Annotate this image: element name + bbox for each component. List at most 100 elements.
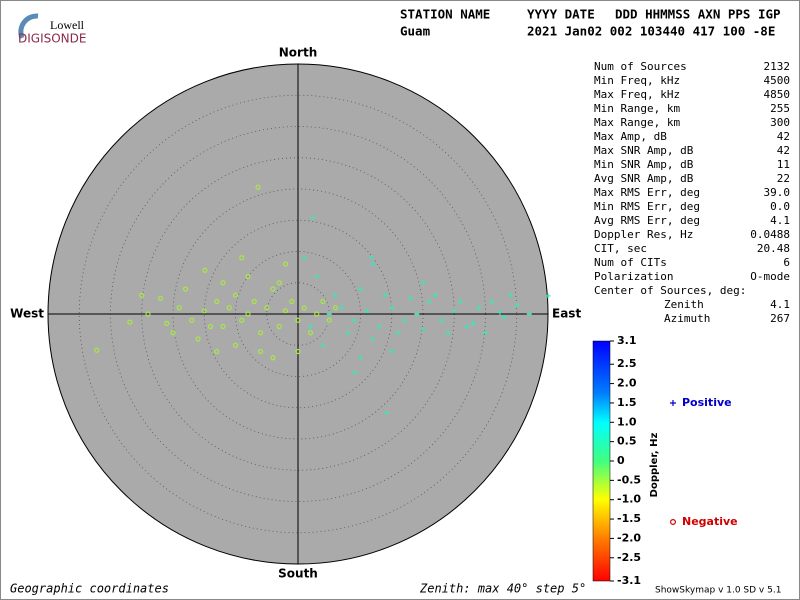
- header-value: 2021 Jan02 002 103440 417 100 -8E: [527, 24, 775, 39]
- source-point: [307, 330, 314, 336]
- stat-value: 42: [777, 130, 790, 143]
- source-point: [345, 330, 351, 336]
- stat-label: Doppler Res, Hz: [594, 228, 693, 241]
- source-point: [433, 292, 438, 298]
- source-point: [139, 292, 145, 298]
- source-point: [214, 348, 220, 355]
- source-point: [420, 327, 426, 333]
- source-point: [202, 267, 208, 273]
- stat-label: Min RMS Err, deg: [594, 200, 700, 213]
- stat-label: Avg SNR Amp, dB: [594, 172, 694, 185]
- stat-value: 6: [783, 256, 790, 269]
- logo-bottom: DIGISONDE: [18, 32, 86, 46]
- source-point: [401, 317, 407, 323]
- stat-value: 0.0488: [750, 228, 790, 241]
- source-point: [320, 342, 326, 348]
- colorbar-label: Doppler, Hz: [649, 433, 660, 498]
- source-point: [295, 317, 301, 323]
- source-point: [157, 295, 164, 301]
- source-point: [276, 280, 282, 286]
- source-point: [526, 311, 532, 317]
- stat-value: 22: [777, 172, 790, 185]
- source-point: [201, 308, 207, 314]
- source-point: [127, 319, 133, 325]
- stat-label: Azimuth: [664, 312, 710, 325]
- header-value: Guam: [400, 24, 431, 39]
- colorbar-tick-label: -1.0: [617, 493, 641, 506]
- header-label: DDD HHMMSS AXN PPS IGP: [615, 7, 781, 22]
- source-point: [445, 330, 451, 336]
- footer-middle: Zenith: max 40° step 5°: [419, 582, 586, 596]
- source-point: [458, 299, 463, 304]
- source-point: [364, 308, 370, 314]
- source-point: [389, 305, 395, 311]
- source-point: [370, 261, 376, 267]
- colorbar-tick-label: -3.1: [617, 574, 641, 587]
- source-point: [326, 311, 332, 317]
- direction-label: South: [278, 567, 318, 581]
- direction-label: West: [10, 307, 44, 321]
- stat-value: O-mode: [750, 270, 790, 283]
- stat-label: Min SNR Amp, dB: [594, 158, 694, 171]
- source-point: [232, 292, 239, 298]
- stat-value: 300: [770, 116, 790, 129]
- source-point: [214, 298, 220, 305]
- colorbar-tick-label: 1.5: [617, 396, 637, 409]
- stat-value: 42: [777, 144, 790, 157]
- source-point: [195, 336, 201, 342]
- source-point: [289, 298, 295, 305]
- stat-label: Max Freq, kHz: [594, 88, 680, 101]
- source-point: [164, 320, 170, 326]
- colorbar-tick-label: -2.5: [617, 551, 641, 564]
- stat-value: 11: [777, 158, 790, 171]
- colorbar: [592, 340, 611, 582]
- stat-value: 20.48: [757, 242, 790, 255]
- legend-marker: [670, 400, 676, 406]
- source-point: [314, 311, 320, 317]
- stat-label: Min Freq, kHz: [594, 74, 680, 87]
- source-point: [207, 323, 214, 330]
- source-point: [470, 320, 476, 326]
- stat-value: 4.1: [770, 298, 790, 311]
- source-point: [257, 330, 264, 336]
- source-point: [255, 184, 261, 190]
- source-point: [182, 286, 189, 292]
- source-point: [239, 255, 245, 261]
- source-point: [189, 317, 195, 323]
- source-point: [270, 286, 276, 292]
- stat-value: 267: [770, 312, 790, 325]
- source-point: [226, 305, 232, 311]
- colorbar-tick-label: 3.1: [617, 334, 637, 347]
- direction-label: North: [279, 46, 317, 60]
- stat-label: Max RMS Err, deg: [594, 186, 700, 199]
- stat-label: CIT, sec: [594, 242, 647, 255]
- source-point: [220, 280, 226, 286]
- source-point: [239, 317, 245, 323]
- source-point: [276, 323, 282, 330]
- header-label: YYYY DATE: [527, 7, 595, 22]
- source-point: [370, 336, 376, 342]
- source-point: [301, 255, 307, 261]
- colorbar-tick-label: 2.0: [617, 377, 637, 390]
- stat-label: Max SNR Amp, dB: [594, 144, 694, 157]
- footer-right: ShowSkymap v 1.0 SD v 5.1: [655, 586, 781, 596]
- center-title: Center of Sources, deg:: [594, 284, 746, 297]
- stat-label: Polarization: [594, 270, 673, 283]
- source-point: [282, 261, 289, 267]
- source-point: [389, 349, 395, 354]
- stat-label: Max Range, km: [594, 116, 680, 129]
- legend-label: Positive: [682, 396, 732, 409]
- stat-value: 255: [770, 102, 790, 115]
- source-point: [508, 292, 513, 298]
- stat-value: 2132: [764, 60, 791, 73]
- stat-value: 4850: [764, 88, 791, 101]
- logo-top: Lowell: [50, 18, 85, 32]
- source-point: [339, 305, 345, 311]
- source-point: [483, 330, 488, 336]
- plot: North South East West Positive Negative: [10, 46, 737, 581]
- source-point: [232, 342, 239, 348]
- source-point: [489, 299, 495, 304]
- source-point: [351, 317, 357, 323]
- source-point: [251, 298, 257, 305]
